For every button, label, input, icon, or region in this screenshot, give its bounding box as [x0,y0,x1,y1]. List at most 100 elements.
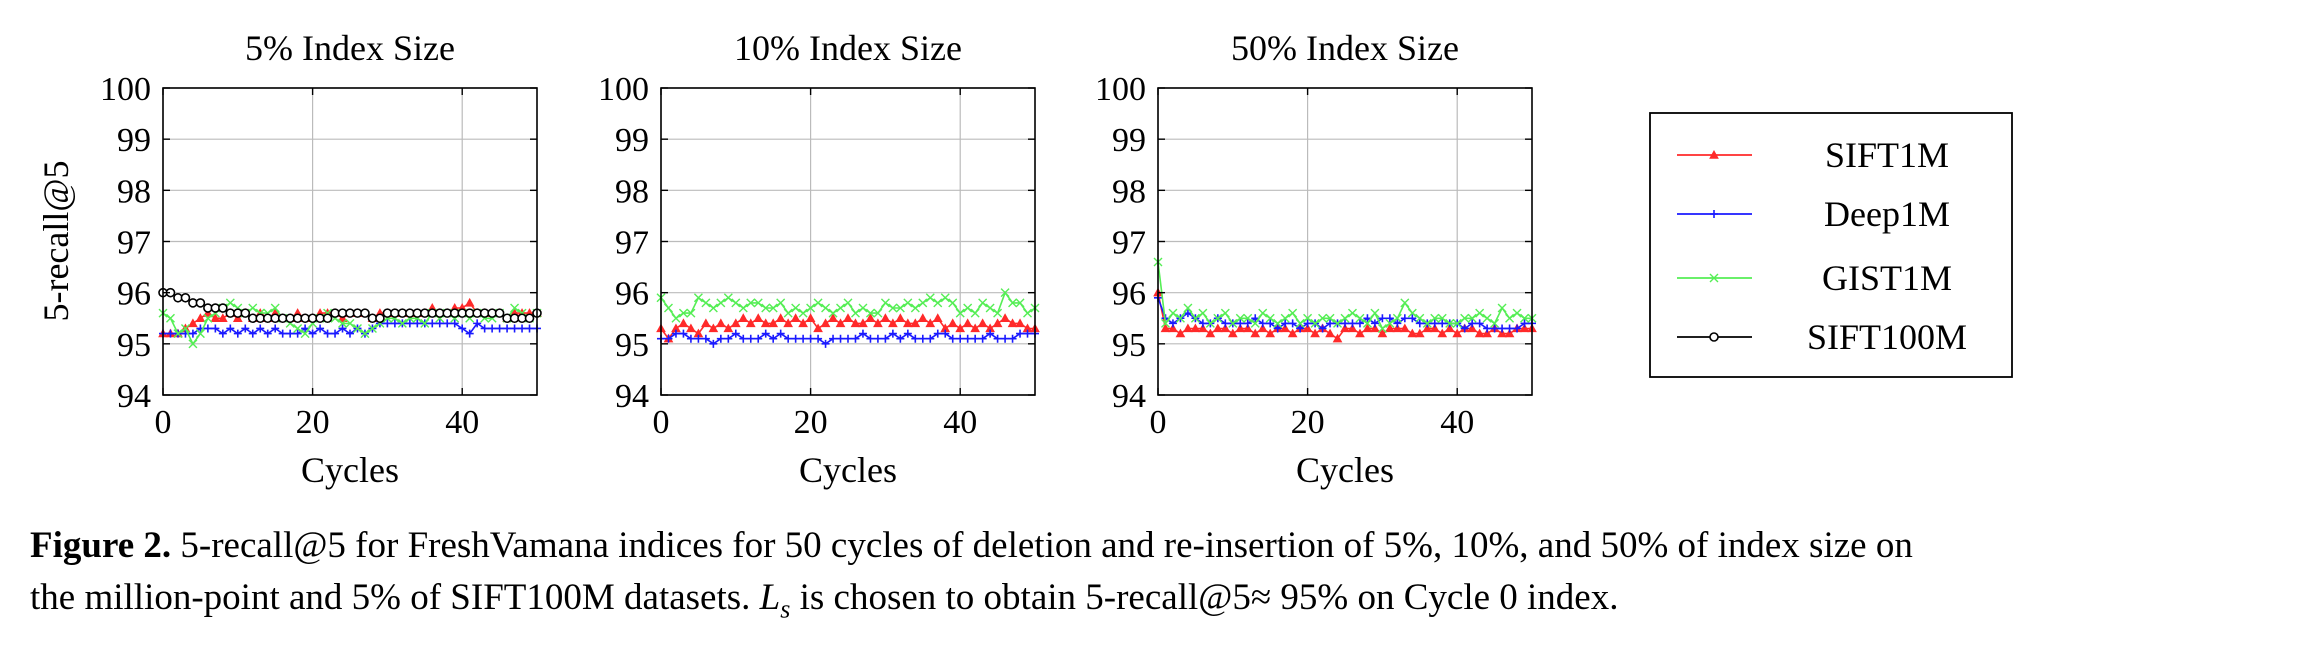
data-point [1400,298,1410,308]
data-point [851,334,860,343]
data-point [1505,313,1515,323]
data-point [1235,313,1245,323]
y-tick-label: 95 [117,327,151,364]
data-point [1168,323,1178,333]
chart-title: 50% Index Size [1231,28,1459,68]
data-point [1438,319,1447,328]
legend-item-sift100m: SIFT100M [1677,317,1967,357]
data-point [671,329,680,338]
data-point [896,334,905,343]
y-tick-label: 96 [1112,276,1146,313]
caption-math-s: s [780,594,791,624]
data-point [850,308,860,318]
data-point [962,318,973,328]
data-point [1303,319,1312,328]
data-point [218,329,227,338]
data-point [1228,318,1238,328]
data-point [1340,323,1350,333]
data-point [873,334,882,343]
data-point [1437,328,1448,338]
data-point [1220,308,1230,318]
legend-item-deep1m: Deep1M [1677,194,1950,234]
data-point [1212,323,1223,333]
data-point [465,329,474,338]
data-point [866,334,875,343]
data-point [880,313,891,322]
data-point [1519,323,1530,333]
data-point [1407,308,1417,318]
data-point [1497,303,1507,313]
data-point [1183,309,1192,318]
series-deep1m [657,329,1039,348]
data-point [248,303,258,313]
data-point [1332,333,1343,343]
data-point [791,303,801,313]
data-point [731,298,741,308]
data-point [835,318,846,328]
data-point [308,329,317,338]
data-point [708,303,718,313]
data-point [1429,323,1440,333]
y-tick-label: 97 [117,225,151,262]
data-point [888,303,898,313]
chart-title: 10% Index Size [734,28,962,68]
data-point [895,303,905,313]
data-point [738,313,749,322]
data-point [1415,313,1425,323]
data-point [1400,314,1409,323]
data-point [1168,308,1178,318]
data-point [188,339,198,349]
data-point [798,308,808,318]
data-point [464,297,475,307]
data-point [494,308,505,318]
data-point [1512,308,1522,318]
legend-item-sift1m: SIFT1M [1677,135,1949,175]
data-point [1310,318,1320,328]
data-point [256,324,265,333]
data-point [1355,319,1364,328]
caption-label: Figure 2. [30,525,172,566]
data-point [1452,318,1462,328]
data-point [1015,318,1025,328]
y-tick-label: 95 [615,327,649,364]
data-point [510,324,519,333]
x-tick-label: 40 [943,404,977,441]
chart-title: 5% Index Size [245,28,455,68]
data-point [1325,313,1335,323]
data-point [970,323,981,333]
data-point [738,303,748,313]
data-point [1415,319,1424,328]
data-point [790,313,801,322]
data-point [948,298,958,308]
legend-label: Deep1M [1824,194,1950,234]
data-point [932,313,943,322]
data-point [701,318,711,328]
data-point [1000,313,1010,322]
legend-marker [1709,149,1719,159]
data-point [1273,324,1282,333]
data-point [820,318,831,328]
data-point [1205,328,1216,338]
y-tick-label: 94 [1112,378,1146,415]
data-point [1250,328,1261,338]
data-point [993,334,1002,343]
data-point [1008,334,1017,343]
data-point [1227,328,1238,338]
data-point [518,324,527,333]
data-point [686,334,695,343]
data-point [865,313,876,322]
x-tick-label: 40 [445,404,479,441]
data-point [1168,319,1177,328]
data-point [776,298,786,308]
data-point [933,329,942,338]
data-point [1490,318,1500,328]
data-point [941,329,950,338]
data-point [360,308,370,318]
data-point [1318,324,1327,333]
data-point [880,298,890,308]
data-point [240,308,251,318]
data-point [1243,319,1252,328]
data-point [1370,323,1380,333]
data-point [1445,318,1455,328]
